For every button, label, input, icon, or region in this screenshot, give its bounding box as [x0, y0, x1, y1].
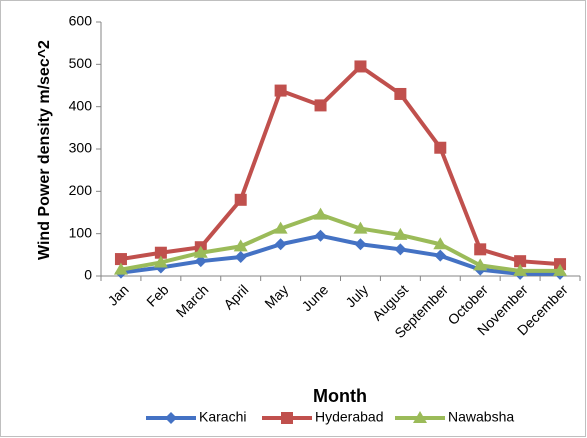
marker [474, 243, 487, 256]
legend-label: Hyderabad [315, 409, 384, 425]
legend-label: Karachi [199, 409, 246, 425]
marker [434, 141, 447, 154]
marker [234, 193, 247, 206]
y-tick-label: 0 [84, 267, 92, 283]
y-axis-label: Wind Power density m/sec^2 [36, 40, 53, 260]
marker [513, 263, 528, 276]
marker [154, 246, 167, 259]
marker [233, 239, 248, 252]
y-tick-label: 400 [69, 97, 93, 113]
marker [153, 255, 168, 268]
marker [354, 60, 367, 73]
marker [313, 207, 328, 220]
marker [193, 245, 208, 258]
marker [314, 229, 327, 242]
marker [314, 99, 327, 112]
marker [413, 411, 427, 423]
marker [281, 412, 293, 424]
marker [394, 243, 407, 256]
series-line [120, 64, 561, 267]
series-line [120, 212, 561, 273]
marker [113, 262, 128, 275]
marker [273, 221, 288, 234]
marker [165, 412, 177, 424]
marker [394, 87, 407, 100]
marker [433, 237, 448, 250]
y-tick-label: 600 [69, 13, 93, 29]
marker [274, 84, 287, 97]
legend-label: Nawabsha [448, 409, 514, 425]
marker [553, 263, 568, 276]
y-tick-label: 500 [69, 55, 93, 71]
marker [354, 238, 367, 251]
marker [114, 253, 127, 266]
x-axis-label: Month [313, 386, 367, 406]
y-tick-label: 300 [69, 140, 93, 156]
y-tick-label: 100 [69, 224, 93, 240]
marker [473, 258, 488, 271]
marker [434, 249, 447, 262]
y-tick-label: 200 [69, 182, 93, 198]
marker [274, 238, 287, 251]
marker [194, 255, 207, 268]
marker [393, 227, 408, 240]
marker [234, 250, 247, 263]
marker [353, 221, 368, 234]
marker [514, 255, 527, 268]
